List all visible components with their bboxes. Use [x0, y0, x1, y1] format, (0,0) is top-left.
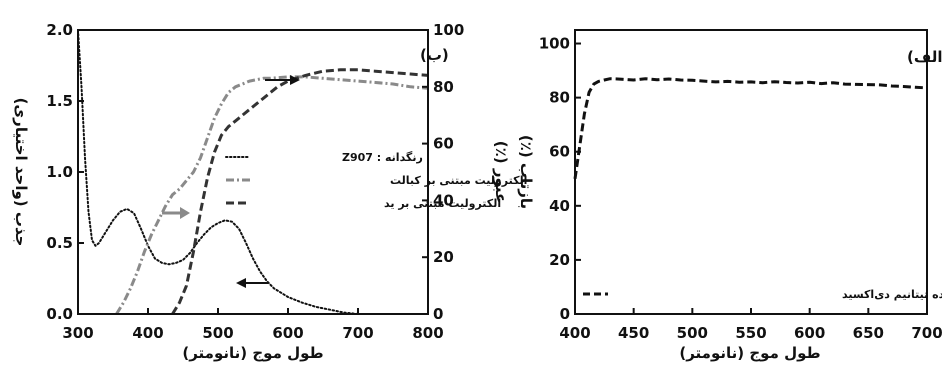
- right-chart-x-axis-label: طول موج (نانومتر): [679, 344, 820, 362]
- right-y-ticks: 0 20 40 60 80 100: [422, 21, 464, 323]
- left-series-layer: [77, 29, 429, 315]
- left-panel-label: (ب): [420, 46, 449, 64]
- legend-label-iodine: الکترولیت مبتنی بر ید: [384, 197, 501, 210]
- series-line-left-0: [77, 29, 387, 315]
- reflectance-legend: لایه پس پراکننده تیتانیم دی‌اکسید: [583, 288, 942, 301]
- reflectance-series-layer: [573, 77, 928, 180]
- right-y-tick-label: 80: [433, 78, 454, 96]
- reflectance-x-tick-label: 400: [559, 324, 590, 342]
- series-line-left-2: [171, 68, 429, 315]
- chart-reflectance: 400 450 500 550 600 650 700 0 20 40 60 80 100 (الف)…: [517, 29, 942, 362]
- reflectance-y-tick-label: 80: [549, 89, 570, 107]
- reflectance-x-tick-label: 650: [853, 324, 884, 342]
- left-x-tick-label: 500: [202, 324, 233, 342]
- left-x-tick-label: 700: [342, 324, 373, 342]
- reflectance-x-tick-label: 700: [911, 324, 942, 342]
- left-x-axis-label: طول موج (نانومتر): [182, 344, 323, 362]
- right-y-tick-label: 100: [433, 21, 464, 39]
- right-y-tick-label: 0: [433, 305, 443, 323]
- left-x-tick-label: 600: [272, 324, 303, 342]
- arrow-to-right-axis-lower: [162, 207, 190, 219]
- legend-label-z907: رنگدانه : Z907: [342, 151, 423, 164]
- reflectance-x-tick-label: 450: [618, 324, 649, 342]
- legend-entry-z907: رنگدانه : Z907: [225, 151, 423, 164]
- right-chart-y-axis-label: بازتاب (٪): [517, 135, 535, 209]
- left-y-tick-label: 2.0: [46, 21, 73, 39]
- left-legend: رنگدانه : Z907 الکترولیت مبتنی بر کبالت …: [225, 151, 527, 210]
- left-y-ticks: 0.0 0.5 1.0 1.5 2.0: [46, 21, 84, 323]
- right-chart-y-ticks: 0 20 40 60 80 100: [539, 35, 581, 323]
- reflectance-y-tick-label: 60: [549, 143, 570, 161]
- reflectance-y-tick-label: 0: [560, 305, 570, 323]
- left-x-ticks: 300 400 500 600 700 800: [62, 308, 444, 342]
- right-y-axis-label: عبور (٪): [492, 141, 510, 204]
- series-line-reflectance-0: [573, 77, 928, 180]
- left-x-tick-label: 300: [62, 324, 93, 342]
- reflectance-y-tick-label: 20: [549, 251, 570, 269]
- reflectance-x-tick-label: 550: [735, 324, 766, 342]
- left-y-tick-label: 1.0: [46, 163, 73, 181]
- left-x-tick-label: 800: [412, 324, 443, 342]
- right-y-tick-label: 60: [433, 135, 454, 153]
- reflectance-x-tick-label: 500: [677, 324, 708, 342]
- right-panel-label: (الف): [907, 48, 942, 66]
- left-y-tick-label: 0.0: [46, 305, 73, 323]
- legend-label-tio2: لایه پس پراکننده تیتانیم دی‌اکسید: [842, 288, 942, 301]
- left-x-tick-label: 400: [132, 324, 163, 342]
- legend-label-cobalt: الکترولیت مبتنی بر کبالت: [390, 174, 527, 187]
- left-y-axis-label: جذب (واحد اختیاری): [12, 98, 30, 247]
- reflectance-y-tick-label: 40: [549, 197, 570, 215]
- right-y-tick-label: 40: [433, 191, 454, 209]
- left-y-tick-label: 0.5: [46, 234, 73, 252]
- arrow-to-left-axis: [236, 278, 268, 288]
- legend-entry-cobalt: الکترولیت مبتنی بر کبالت: [226, 174, 527, 187]
- reflectance-y-tick-label: 100: [539, 35, 570, 53]
- chart-absorption-transmission: 300 400 500 600 700 800 0.0 0.5 1.0 1.5 2.0 0 20 40…: [12, 21, 527, 362]
- reflectance-x-tick-label: 600: [794, 324, 825, 342]
- right-plot-frame: [574, 29, 928, 315]
- arrow-to-right-axis-upper: [265, 75, 300, 85]
- left-y-tick-label: 1.5: [46, 92, 73, 110]
- series-line-left-1: [115, 75, 429, 315]
- right-chart-x-ticks: 400 450 500 550 600 650 700: [559, 308, 942, 342]
- left-annotation-arrows: [162, 75, 300, 288]
- legend-entry-iodine: الکترولیت مبتنی بر ید: [226, 197, 501, 210]
- right-y-tick-label: 20: [433, 248, 454, 266]
